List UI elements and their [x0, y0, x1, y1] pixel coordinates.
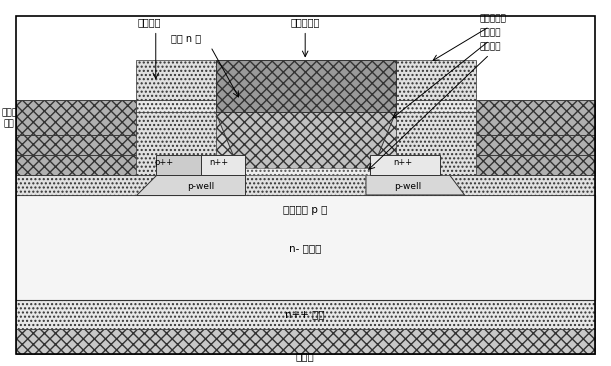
Bar	[396, 60, 475, 100]
Bar	[16, 100, 136, 135]
Bar	[456, 135, 595, 155]
Text: 多晶硅栅: 多晶硅栅	[480, 28, 501, 37]
Bar	[370, 155, 440, 175]
Bar	[16, 329, 595, 354]
Text: 隔离钝化层: 隔离钝化层	[480, 14, 507, 23]
Bar	[16, 155, 176, 175]
Bar	[475, 100, 595, 135]
Text: n++: n++	[209, 158, 228, 167]
Polygon shape	[366, 175, 464, 195]
Bar	[216, 60, 396, 112]
Bar	[16, 195, 595, 299]
Bar	[16, 135, 156, 155]
Polygon shape	[216, 112, 396, 175]
Text: 漏电极: 漏电极	[296, 351, 315, 361]
Bar	[16, 175, 595, 195]
Text: 栅氧化层: 栅氧化层	[480, 42, 501, 51]
Bar	[136, 60, 216, 100]
Text: p-well: p-well	[187, 183, 214, 191]
Bar	[156, 155, 200, 175]
Bar	[136, 100, 475, 112]
Polygon shape	[136, 175, 246, 195]
Text: 聚酰亚胺: 聚酰亚胺	[137, 18, 161, 27]
Text: n++: n++	[393, 158, 412, 167]
Text: p++: p++	[154, 158, 174, 167]
Text: 源电极压块: 源电极压块	[290, 18, 320, 27]
Bar	[16, 100, 595, 175]
Text: n++ 衬底: n++ 衬底	[285, 310, 325, 320]
Bar	[200, 155, 246, 175]
Bar	[436, 155, 595, 175]
Text: n- 漂移层: n- 漂移层	[289, 243, 321, 253]
Text: 二次外延 p 层: 二次外延 p 层	[283, 205, 327, 215]
Text: p-well: p-well	[394, 183, 422, 191]
Text: 栅电极
压块: 栅电极 压块	[1, 109, 17, 128]
Bar	[16, 299, 595, 329]
Text: 注入 n 层: 注入 n 层	[170, 34, 200, 44]
Bar	[396, 100, 475, 175]
Bar	[136, 100, 216, 175]
Bar	[241, 168, 370, 175]
